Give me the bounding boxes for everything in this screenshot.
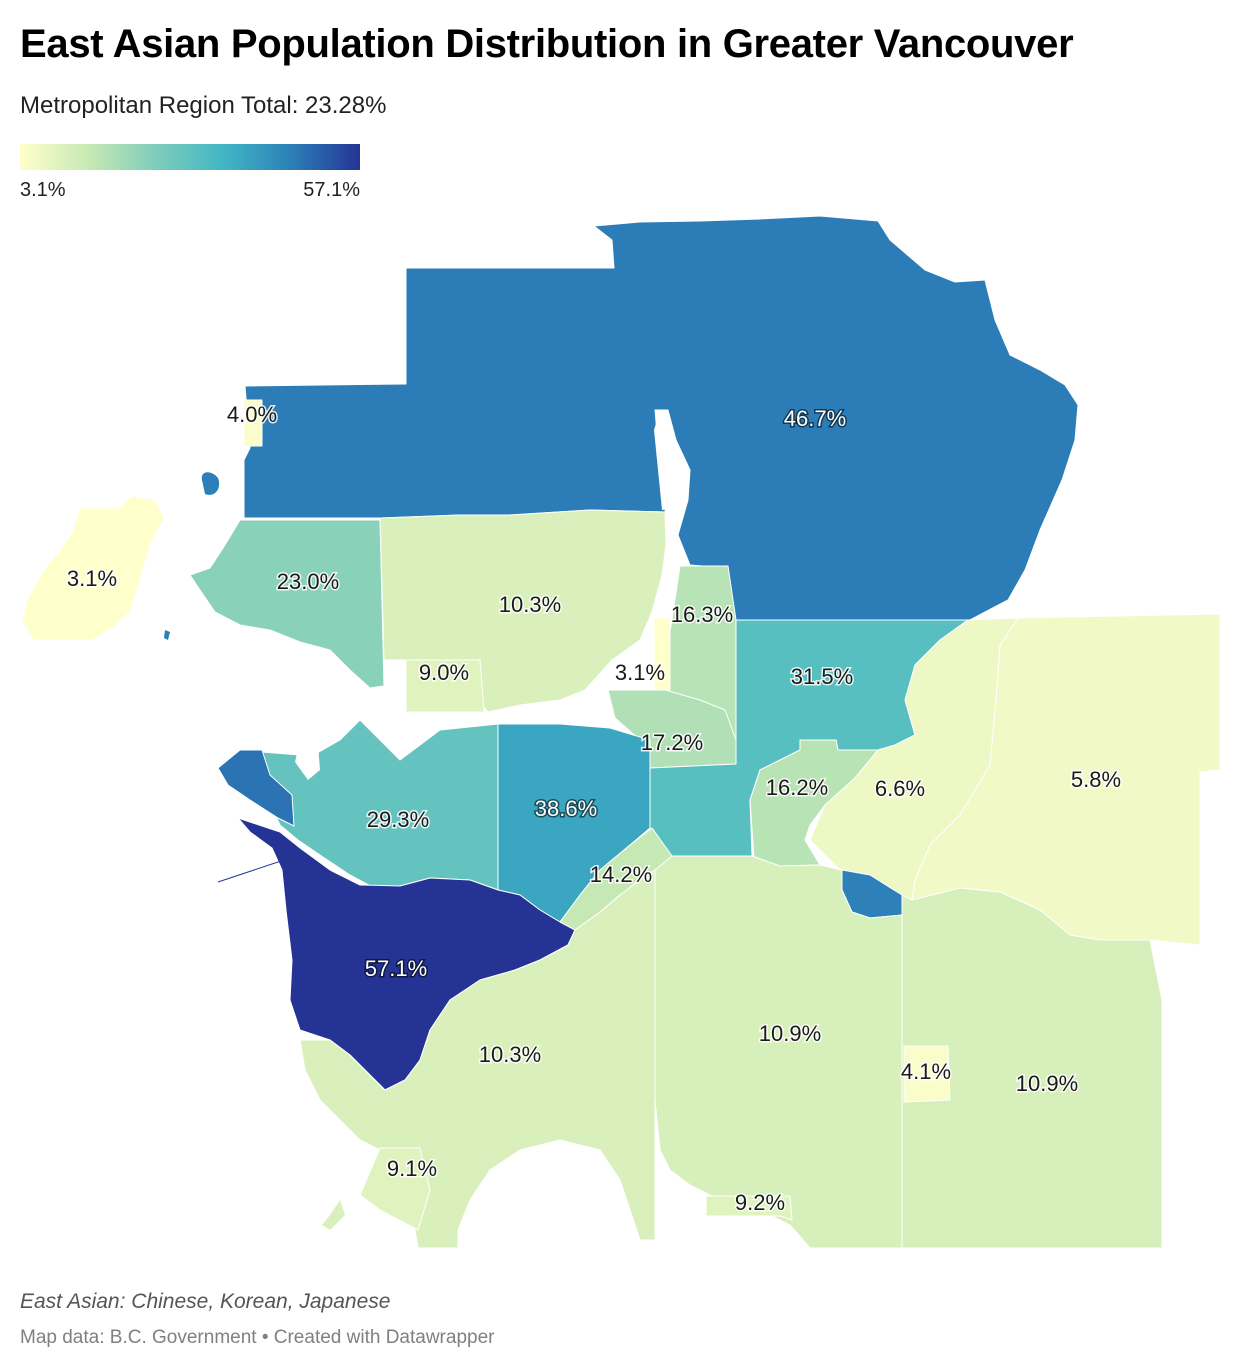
map-label-south-coast: 9.1% [387,1156,437,1181]
map-label-central: 38.6% [535,796,597,821]
region-north-strip[interactable] [243,399,263,447]
map-label-north-central: 10.3% [499,592,561,617]
chart-subtitle: Metropolitan Region Total: 23.28% [20,92,387,119]
map-label-north-reserve: 9.0% [419,660,469,685]
chart-title: East Asian Population Distribution in Gr… [20,22,1074,66]
region-bowen-island[interactable] [21,495,165,641]
region-south-east[interactable] [901,887,1163,1249]
region-south-border[interactable] [705,1195,793,1221]
map-label-bowen-island: 3.1% [67,566,117,591]
region-west-point[interactable] [217,749,295,827]
map-label-inlet-east: 16.3% [671,602,733,627]
map-label-east-wide: 6.6% [875,776,925,801]
map-label-inlet-south: 17.2% [641,730,703,755]
map-labels: 46.7% 3.1% 23.0% 10.3% 9.0% 4.0% 16.3% 3.1% 17.2… [65,400,1122,1216]
map-label-east-central: 31.5% [791,664,853,689]
map-regions [21,215,1221,1249]
map-label-south-enclave: 4.1% [901,1059,951,1084]
footer-note: East Asian: Chinese, Korean, Japanese [20,1290,391,1313]
map-label-south-west-island: 57.1% [365,956,427,981]
map-label-north-strip: 4.0% [227,402,277,427]
region-inlet-reserve[interactable] [653,617,671,691]
region-south-enclave[interactable] [903,1045,951,1103]
map-label-south-central: 10.3% [479,1042,541,1067]
region-south-coast[interactable] [359,1147,431,1231]
legend-max-label: 57.1% [303,179,360,201]
map-label-south-east: 10.9% [1016,1071,1078,1096]
map-label-inlet-reserve: 3.1% [615,660,665,685]
footer-credit: Map data: B.C. Government • Created with… [20,1327,495,1348]
map-label-central-east-small: 16.2% [766,775,828,800]
legend-min-label: 3.1% [20,179,66,201]
legend-gradient-bar [20,144,360,170]
map-label-south-inner: 10.9% [759,1021,821,1046]
map-water-details [164,410,676,1230]
map-label-west-central: 29.3% [367,807,429,832]
map-label-west-north-shore: 23.0% [277,569,339,594]
color-legend: 3.1% 57.1% [20,144,360,203]
map-label-south-border: 9.2% [735,1190,785,1215]
region-north-reserve[interactable] [405,659,485,713]
map-label-far-east: 5.8% [1071,767,1121,792]
map-label-river-strip: 14.2% [590,862,652,887]
region-west-north-shore[interactable] [189,519,385,689]
map-label-north-east: 46.7% [784,406,846,431]
